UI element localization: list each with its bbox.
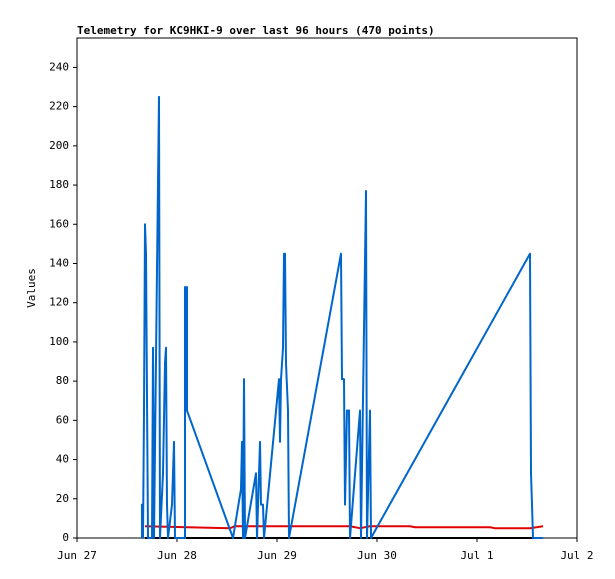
y-tick-label: 140 (49, 256, 69, 269)
y-tick-label: 200 (49, 139, 69, 152)
y-tick-label: 100 (49, 335, 69, 348)
x-tick-label: Jun 29 (257, 549, 297, 562)
y-tick-label: 0 (62, 531, 69, 544)
y-tick-label: 40 (56, 453, 69, 466)
chart-title: Telemetry for KC9HKI-9 over last 96 hour… (77, 24, 435, 37)
x-tick-label: Jun 28 (157, 549, 197, 562)
y-tick-label: 60 (56, 413, 69, 426)
y-tick-label: 80 (56, 374, 69, 387)
y-tick-label: 120 (49, 296, 69, 309)
x-tick-label: Jul 1 (460, 549, 493, 562)
y-tick-label: 180 (49, 178, 69, 191)
series-line (141, 95, 543, 539)
y-tick-label: 240 (49, 60, 69, 73)
y-tick-label: 20 (56, 492, 69, 505)
y-tick-label: 160 (49, 217, 69, 230)
x-tick-label: Jul 2 (560, 549, 593, 562)
x-tick-label: Jun 30 (357, 549, 397, 562)
x-tick-label: Jun 27 (57, 549, 97, 562)
y-axis-label: Values (25, 268, 38, 308)
y-tick-label: 220 (49, 100, 69, 113)
